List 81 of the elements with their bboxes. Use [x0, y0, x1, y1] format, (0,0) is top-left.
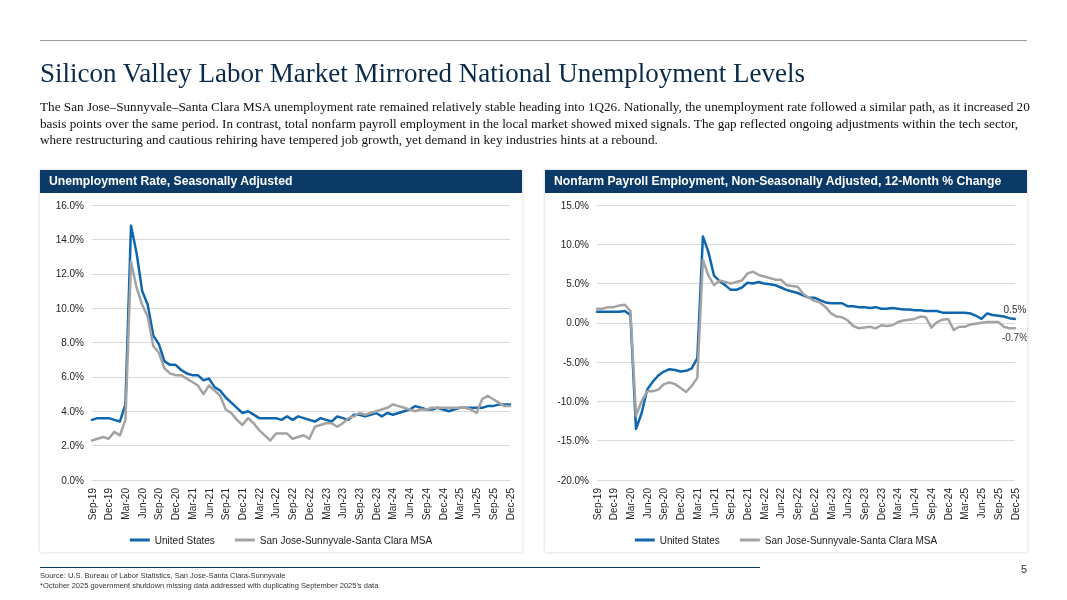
x-tick-label: Dec-23: [875, 487, 887, 521]
x-tick-label: Mar-22: [253, 487, 265, 520]
y-tick-label: 0.0%: [566, 317, 590, 329]
y-tick-label: -20.0%: [557, 474, 590, 486]
legend-label: San Jose-Sunnyvale-Santa Clara MSA: [764, 534, 938, 546]
chart-title: Nonfarm Payroll Employment, Non-Seasonally Adjusted, 12-Month % Change: [545, 170, 1027, 193]
x-tick-label: Dec-20: [170, 487, 182, 521]
x-tick-label: Sep-21: [725, 487, 737, 521]
text: 5: [1020, 563, 1027, 575]
x-tick-label: Jun-20: [641, 487, 653, 519]
y-tick-label: 5.0%: [566, 278, 590, 290]
x-tick-label: Jun-24: [404, 487, 416, 519]
y-tick-label: 10.0%: [560, 238, 590, 250]
y-tick-label: 4.0%: [61, 405, 85, 417]
x-tick-label: Jun-21: [708, 487, 720, 519]
x-tick-label: Jun-25: [976, 487, 988, 519]
x-tick-label: Mar-24: [387, 487, 399, 520]
x-tick-label: Mar-25: [454, 487, 466, 520]
x-tick-label: Dec-23: [370, 487, 382, 521]
x-tick-label: Dec-21: [236, 487, 248, 521]
x-tick-label: Mar-24: [892, 487, 904, 520]
x-tick-label: Sep-23: [859, 487, 871, 521]
x-tick-label: Mar-23: [825, 487, 837, 520]
x-tick-label: Sep-20: [153, 487, 165, 521]
data-label: 0.5%: [1003, 304, 1027, 316]
y-tick-label: -10.0%: [557, 395, 590, 407]
x-tick-label: Mar-25: [959, 487, 971, 520]
x-tick-label: Dec-22: [303, 487, 315, 521]
x-tick-label: Sep-24: [420, 487, 432, 521]
x-tick-label: Sep-25: [992, 487, 1004, 521]
y-tick-label: 16.0%: [55, 199, 85, 211]
line-series: [90, 260, 512, 442]
x-tick-label: Jun-22: [270, 487, 282, 519]
chart-title: Silicon Valley Labor Market Mirrored National Unemployment Levels: [40, 58, 806, 89]
x-tick-label: Dec-25: [1009, 487, 1021, 521]
x-tick-label: Jun-21: [203, 487, 215, 519]
x-tick-label: Jun-23: [337, 487, 349, 519]
y-tick-label: 10.0%: [55, 302, 85, 314]
y-tick-label: 6.0%: [61, 371, 85, 383]
x-tick-label: Jun-20: [136, 487, 148, 519]
y-tick-label: 2.0%: [61, 440, 85, 452]
x-tick-label: Dec-21: [741, 487, 753, 521]
x-tick-label: Sep-24: [925, 487, 937, 521]
x-tick-label: Dec-24: [942, 487, 954, 521]
x-tick-label: Sep-22: [792, 487, 804, 521]
x-tick-label: Mar-20: [119, 487, 131, 520]
y-tick-label: 15.0%: [560, 199, 590, 211]
x-tick-label: Dec-24: [437, 487, 449, 521]
x-tick-label: Jun-24: [909, 487, 921, 519]
x-tick-label: Dec-19: [608, 487, 620, 521]
x-tick-label: Dec-20: [675, 487, 687, 521]
x-tick-label: Mar-22: [758, 487, 770, 520]
x-tick-label: Sep-23: [354, 487, 366, 521]
x-tick-label: Sep-19: [86, 487, 98, 521]
y-tick-label: -5.0%: [562, 356, 590, 368]
chart-subtitle: Unemployment Rate, Seasonally Adjusted: [40, 170, 522, 193]
y-tick-label: 12.0%: [55, 268, 85, 280]
x-tick-label: Mar-20: [624, 487, 636, 520]
y-tick-label: 14.0%: [55, 233, 85, 245]
y-tick-label: 0.0%: [61, 474, 85, 486]
legend-label: United States: [659, 534, 720, 546]
x-tick-label: Jun-25: [471, 487, 483, 519]
y-tick-label: 8.0%: [61, 337, 85, 348]
x-tick-label: Jun-23: [842, 487, 854, 519]
x-tick-label: Dec-25: [504, 487, 516, 521]
x-tick-label: Sep-22: [287, 487, 299, 521]
x-tick-label: Jun-22: [775, 487, 787, 519]
x-tick-label: Sep-25: [487, 487, 499, 521]
x-tick-label: Mar-23: [320, 487, 332, 520]
legend-label: United States: [154, 534, 215, 546]
x-tick-label: Sep-21: [220, 487, 232, 521]
legend-label: San Jose-Sunnyvale-Santa Clara MSA: [259, 534, 433, 546]
x-tick-label: Mar-21: [691, 487, 703, 520]
x-tick-label: Sep-20: [658, 487, 670, 521]
text: The San Jose–Sunnyvale–Santa Clara MSA unemployment rate remained relatively stable heading into 1Q26. Nationally, the unemployment rate followed a similar path, as it increased 20 basis points over the same period. In contrast, total nonfarm payroll employment in the local market showed mixed signals. The gap reflected ongoing adjustments within the tech sector, where restructuring and cautious rehiring have tempered job growth, yet demand in key industries hints at a rebound.: [40, 99, 1030, 149]
data-label: -0.7%: [1001, 331, 1029, 343]
x-tick-label: Dec-19: [103, 487, 115, 521]
x-tick-label: Sep-19: [591, 487, 603, 521]
x-tick-label: Mar-21: [186, 487, 198, 520]
x-tick-label: Dec-22: [808, 487, 820, 521]
y-tick-label: -15.0%: [557, 435, 590, 447]
